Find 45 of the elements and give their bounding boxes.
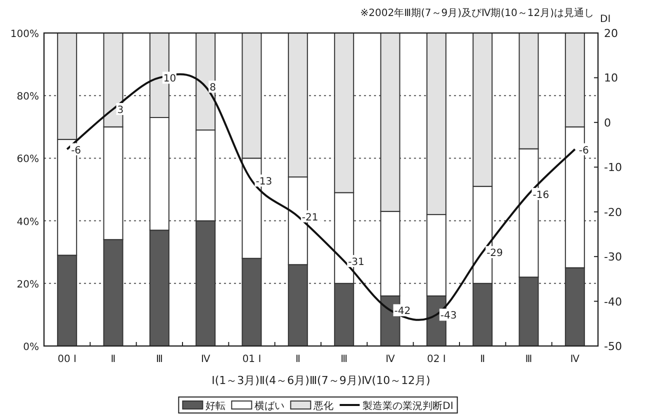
data-label: -43: [440, 310, 457, 322]
data-label: -13: [256, 176, 272, 188]
y2-tick-label: 20: [604, 27, 618, 40]
x-tick-label: 01 Ⅰ: [242, 354, 262, 365]
y2-tick-label: 10: [604, 72, 618, 85]
y-tick-label: 100%: [10, 29, 39, 40]
x-tick-label: Ⅱ: [480, 354, 486, 365]
x-tick-label: Ⅱ: [295, 354, 300, 365]
y2-tick-label: -40: [604, 295, 622, 308]
data-label: -21: [302, 212, 318, 224]
data-label: -31: [348, 257, 364, 268]
y2-tick-label: 0: [604, 116, 611, 130]
legend-label: 製造業の業況判断DI: [362, 400, 454, 412]
text: ※2002年Ⅲ期(7～9月)及びⅣ期(10～12月)は見通し: [360, 7, 594, 19]
x-tick-label: Ⅳ: [570, 354, 580, 365]
y2-tick-label: -50: [604, 340, 622, 353]
y2-tick-label: -10: [604, 161, 622, 174]
data-label: 3: [117, 105, 124, 116]
legend-label: 好転: [206, 401, 226, 412]
legend-label: 悪化: [312, 400, 334, 412]
data-label: 8: [210, 82, 216, 94]
x-tick-label: 02 Ⅰ: [426, 354, 446, 365]
data-label: -6: [71, 145, 82, 156]
y2-axis-title: DI: [600, 14, 611, 25]
y-tick-label: 40%: [16, 216, 39, 228]
y2-tick-label: -20: [604, 206, 622, 219]
x-axis-title: Ⅰ(1～3月)Ⅱ(4～6月)Ⅲ(7～9月)Ⅳ(10～12月): [212, 374, 430, 387]
y-tick-label: 80%: [16, 92, 39, 103]
data-label: -6: [578, 145, 589, 156]
y2-tick-label: -30: [604, 250, 622, 264]
data-label: -16: [532, 190, 550, 201]
x-tick-label: Ⅲ: [156, 354, 163, 365]
data-label: -29: [486, 248, 503, 260]
x-tick-label: Ⅳ: [386, 354, 396, 365]
y-tick-label: 20%: [16, 279, 39, 290]
x-tick-label: 00 Ⅰ: [58, 354, 77, 365]
y-tick-label: 0%: [23, 342, 39, 353]
x-tick-label: Ⅳ: [200, 354, 211, 365]
x-tick-label: Ⅲ: [340, 354, 348, 365]
x-tick-label: Ⅱ: [110, 354, 116, 365]
data-label: 10: [163, 74, 176, 85]
y-tick-label: 60%: [16, 154, 39, 166]
legend-label: 横ばい: [254, 400, 285, 412]
x-tick-label: Ⅲ: [525, 354, 532, 365]
data-label: -42: [394, 306, 411, 318]
